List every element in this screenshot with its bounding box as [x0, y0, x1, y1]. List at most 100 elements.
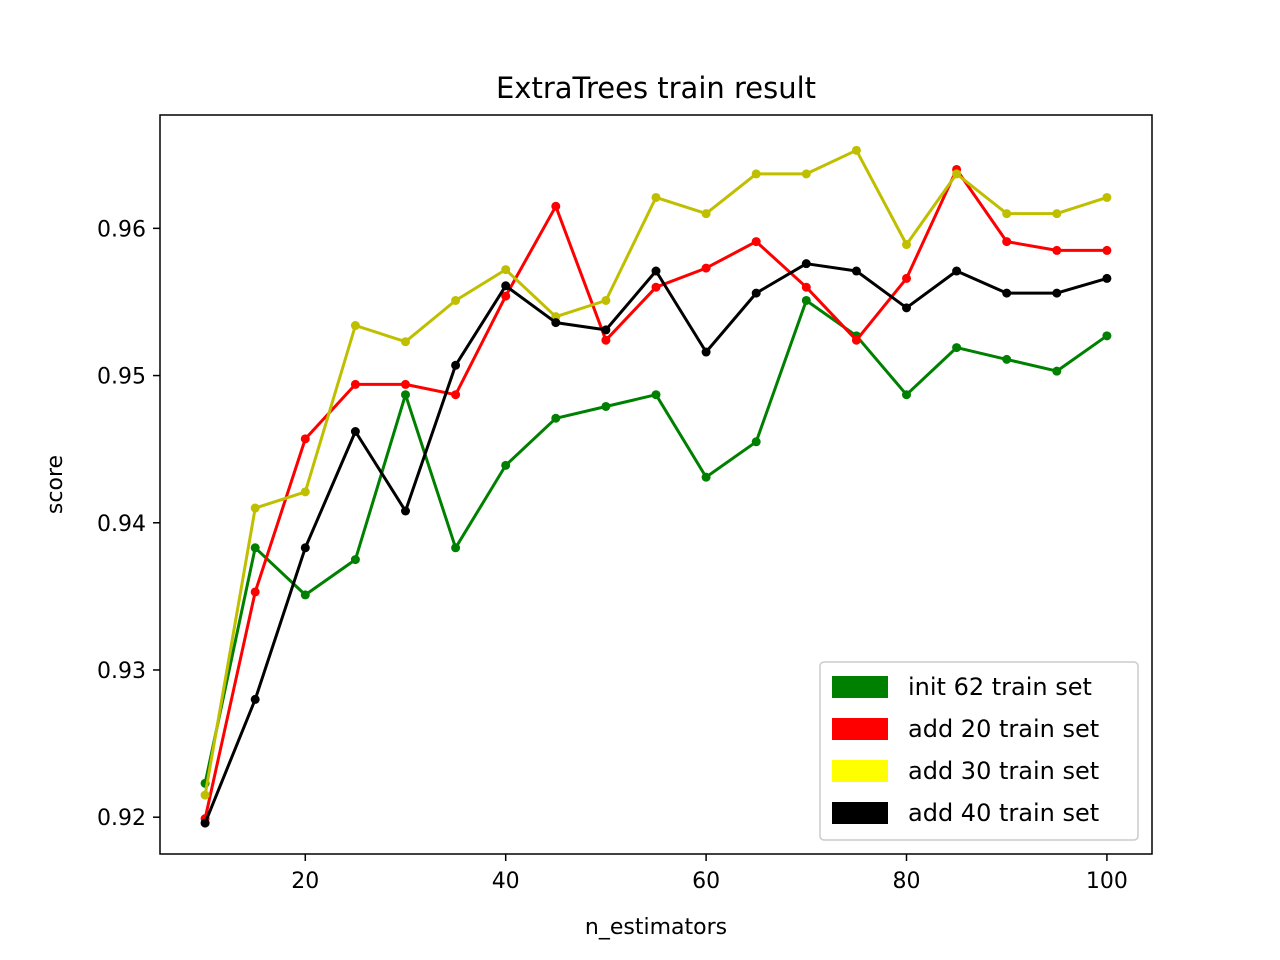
- data-point: [1052, 245, 1062, 255]
- data-point: [250, 503, 260, 513]
- data-point: [1102, 331, 1112, 341]
- data-point: [451, 390, 461, 400]
- legend: init 62 train set add 20 train set add 30 …: [819, 661, 1139, 841]
- data-point: [300, 434, 310, 444]
- data-point: [1002, 237, 1012, 247]
- data-point: [851, 266, 861, 276]
- data-point: [1002, 288, 1012, 298]
- data-point: [601, 335, 611, 345]
- legend-swatch: [832, 760, 888, 782]
- legend-item: add 30 train set: [832, 757, 1099, 785]
- data-point: [501, 460, 511, 470]
- data-point: [601, 401, 611, 411]
- data-point: [801, 282, 811, 292]
- data-point: [200, 818, 210, 828]
- data-point: [902, 303, 912, 313]
- y-tick-label: 0.92: [97, 806, 146, 831]
- data-point: [701, 209, 711, 219]
- data-point: [350, 379, 360, 389]
- data-point: [250, 694, 260, 704]
- data-point: [400, 506, 410, 516]
- legend-label: add 20 train set: [908, 715, 1099, 743]
- data-point: [1102, 192, 1112, 202]
- data-point: [952, 169, 962, 179]
- data-point: [851, 145, 861, 155]
- series-3: [200, 145, 1112, 800]
- x-tick-label: 100: [1086, 869, 1128, 894]
- legend-swatch: [832, 676, 888, 698]
- y-tick-label: 0.94: [97, 512, 146, 537]
- data-point: [902, 273, 912, 283]
- data-point: [350, 427, 360, 437]
- data-point: [801, 295, 811, 305]
- data-point: [400, 379, 410, 389]
- data-point: [551, 201, 561, 211]
- y-tick-label: 0.95: [97, 365, 146, 390]
- y-axis-label: score: [43, 455, 68, 514]
- data-point: [651, 390, 661, 400]
- x-tick-label: 60: [692, 869, 720, 894]
- data-point: [200, 790, 210, 800]
- data-point: [751, 437, 761, 447]
- data-point: [451, 295, 461, 305]
- data-point: [300, 543, 310, 553]
- data-point: [451, 360, 461, 370]
- data-point: [701, 472, 711, 482]
- data-point: [400, 390, 410, 400]
- x-axis: 20 40 60 80 100: [291, 854, 1128, 894]
- data-point: [1002, 354, 1012, 364]
- data-point: [751, 288, 761, 298]
- data-point: [551, 318, 561, 328]
- data-point: [300, 487, 310, 497]
- chart-title: ExtraTrees train result: [496, 71, 816, 105]
- y-tick-label: 0.93: [97, 659, 146, 684]
- legend-label: init 62 train set: [908, 673, 1092, 701]
- data-point: [501, 265, 511, 275]
- data-point: [801, 259, 811, 269]
- data-point: [851, 335, 861, 345]
- data-point: [651, 192, 661, 202]
- legend-swatch: [832, 718, 888, 740]
- data-point: [1102, 273, 1112, 283]
- legend-item: init 62 train set: [832, 673, 1092, 701]
- data-point: [350, 555, 360, 565]
- data-point: [250, 543, 260, 553]
- data-point: [751, 169, 761, 179]
- data-point: [501, 291, 511, 301]
- data-point: [551, 413, 561, 423]
- data-point: [501, 281, 511, 291]
- data-point: [952, 343, 962, 353]
- x-tick-label: 20: [291, 869, 319, 894]
- x-tick-label: 40: [492, 869, 520, 894]
- data-point: [902, 240, 912, 250]
- data-point: [1052, 288, 1062, 298]
- data-point: [801, 169, 811, 179]
- y-axis: 0.92 0.93 0.94 0.95 0.96: [97, 217, 160, 831]
- data-point: [751, 237, 761, 247]
- data-point: [1052, 209, 1062, 219]
- data-point: [902, 390, 912, 400]
- legend-box: [819, 661, 1139, 841]
- x-axis-label: n_estimators: [585, 915, 727, 940]
- data-point: [651, 282, 661, 292]
- data-point: [1102, 245, 1112, 255]
- data-point: [601, 295, 611, 305]
- legend-item: add 20 train set: [832, 715, 1099, 743]
- series-4: [200, 259, 1112, 828]
- legend-swatch: [832, 802, 888, 824]
- data-point: [651, 266, 661, 276]
- x-tick-label: 80: [893, 869, 921, 894]
- data-point: [701, 263, 711, 273]
- series-layer: [200, 145, 1112, 828]
- data-point: [601, 325, 611, 335]
- legend-label: add 30 train set: [908, 757, 1099, 785]
- legend-item: add 40 train set: [832, 799, 1099, 827]
- legend-label: add 40 train set: [908, 799, 1099, 827]
- data-point: [1052, 366, 1062, 376]
- data-point: [300, 590, 310, 600]
- data-point: [350, 321, 360, 331]
- plot-frame: [159, 114, 1153, 855]
- data-point: [250, 587, 260, 597]
- y-tick-label: 0.96: [97, 217, 146, 242]
